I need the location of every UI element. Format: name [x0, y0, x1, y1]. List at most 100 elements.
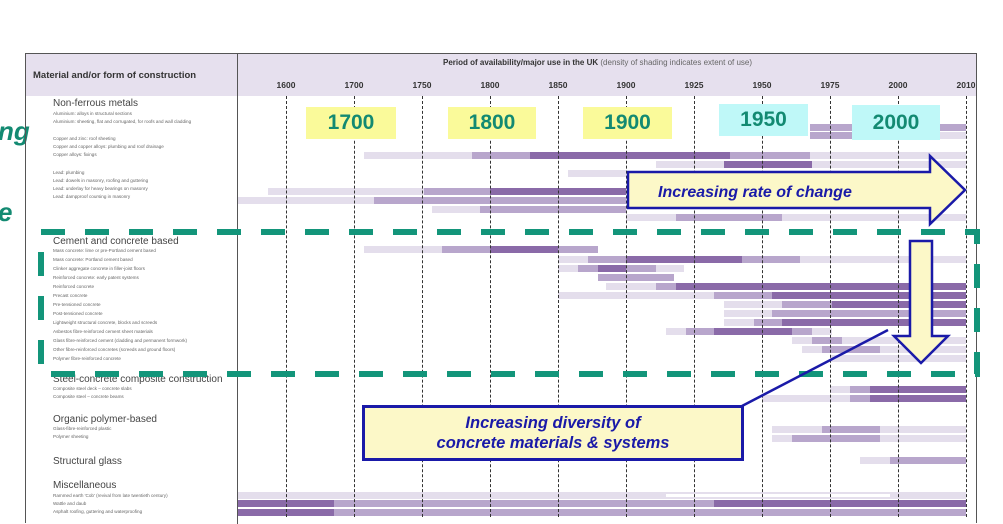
bar — [374, 197, 626, 204]
rate-of-change-label: Increasing rate of change — [658, 184, 852, 201]
bar — [724, 161, 812, 168]
gridline-1900 — [626, 96, 627, 517]
bar — [656, 283, 676, 290]
bar — [800, 256, 966, 263]
side-text-fragment-2: e — [0, 197, 12, 228]
bar — [812, 161, 966, 168]
bar — [860, 457, 890, 464]
bar — [238, 197, 374, 204]
diversity-callout-line2: concrete materials & systems — [436, 434, 670, 452]
item-label: Aluminium: alloys in structural sections — [53, 111, 132, 116]
year-highlight-2000: 2000 — [852, 105, 940, 140]
bar — [870, 395, 966, 402]
tick-1975: 1975 — [820, 80, 840, 90]
year-highlight-1950: 1950 — [719, 104, 808, 136]
gridline-1850 — [558, 96, 559, 517]
rate-of-change-arrow-icon — [626, 153, 967, 227]
column-divider — [237, 54, 238, 524]
bar — [578, 265, 598, 272]
item-label: Reinforced concrete — [53, 284, 95, 289]
bar — [666, 494, 890, 497]
bar — [822, 426, 880, 433]
item-label: Wattle and daub — [53, 501, 87, 506]
bar — [666, 328, 686, 335]
item-label: Aluminium: sheeting, flat and corrugated… — [53, 119, 192, 124]
bar — [782, 319, 966, 326]
item-label: Copper alloys: fixings — [53, 152, 97, 157]
bar — [558, 256, 588, 263]
bar — [656, 265, 684, 272]
year-highlight-1900: 1900 — [583, 107, 672, 139]
item-label: Copper and zinc: roof sheeting — [53, 136, 116, 141]
item-label: Lead: plumbing — [53, 170, 85, 175]
bar — [802, 346, 822, 353]
gridline-1700 — [354, 96, 355, 517]
gridline-1750 — [422, 96, 423, 517]
column-header-material: Material and/or form of construction — [33, 70, 197, 81]
bar — [598, 274, 674, 281]
item-label: Glass fibre-reinforced cement (cladding … — [53, 338, 188, 343]
year-highlight-1800: 1800 — [448, 107, 536, 139]
bar — [730, 152, 810, 159]
year-highlight-1700: 1700 — [306, 107, 396, 139]
bar — [364, 152, 472, 159]
bar — [472, 152, 530, 159]
tick-1925: 1925 — [684, 80, 704, 90]
group-label-structural-glass: Structural glass — [53, 456, 122, 467]
bar — [772, 426, 822, 433]
item-label: Copper and copper alloys: plumbing and r… — [53, 144, 164, 149]
tick-1900: 1900 — [616, 80, 636, 90]
item-label: Lead: dampproof coursing in masonry — [53, 194, 131, 199]
item-label: Lightweight structural concrete, blocks … — [53, 320, 158, 325]
tick-1700: 1700 — [344, 80, 364, 90]
item-label: Polymer sheeting — [53, 434, 89, 439]
bar — [850, 386, 870, 393]
bar — [490, 246, 558, 253]
column-header-period: Period of availability/major use in the … — [443, 58, 752, 67]
bar — [782, 214, 966, 221]
bar — [626, 214, 676, 221]
diversity-callout-line1: Increasing diversity of — [465, 414, 641, 432]
bar — [334, 509, 966, 516]
bar — [940, 124, 966, 131]
item-label: Mass concrete: Portland cement based — [53, 257, 133, 262]
group-label-miscellaneous: Miscellaneous — [53, 480, 117, 491]
item-label: Precast concrete — [53, 293, 88, 298]
bar — [686, 328, 714, 335]
group-label-non-ferrous: Non-ferrous metals — [53, 98, 139, 109]
item-label: Mass concrete: lime or pre-Portland ceme… — [53, 248, 156, 253]
period-title-bold: Period of availability/major use in the … — [443, 58, 599, 67]
bar — [810, 132, 858, 139]
item-label: Clinker aggregate concrete in filler-joi… — [53, 266, 145, 271]
item-label: Asbestos fibre-reinforced cement sheet m… — [53, 329, 153, 334]
bar — [792, 328, 812, 335]
item-label: Glass-fibre-reinforced plastic — [53, 426, 112, 431]
bar — [598, 265, 626, 272]
gridline-1950 — [762, 96, 763, 517]
bar — [626, 256, 742, 263]
item-label: Polymer fibre-reinforced concrete — [53, 356, 121, 361]
bar — [480, 206, 626, 213]
bar — [656, 161, 724, 168]
gridline-1975 — [830, 96, 831, 517]
bar — [890, 457, 966, 464]
gridline-1925 — [694, 96, 695, 517]
bar — [334, 500, 714, 507]
bar — [830, 386, 850, 393]
bar — [880, 435, 966, 442]
item-label: Reinforced concrete: early patent system… — [53, 275, 139, 280]
tick-1750: 1750 — [412, 80, 432, 90]
item-label: Other fibre-reinforced concretes (screed… — [53, 347, 176, 352]
gridline-1800 — [490, 96, 491, 517]
group-label-organic-polymer: Organic polymer-based — [53, 414, 157, 425]
bar — [812, 337, 842, 344]
bar — [772, 435, 792, 442]
group-label-steel-concrete: Steel-concrete composite construction — [53, 374, 223, 385]
bar — [364, 246, 442, 253]
bar — [558, 265, 578, 272]
diversity-down-arrow-icon — [890, 239, 952, 365]
item-label: Lead: underlay for heavy bearings on mas… — [53, 186, 148, 191]
group-label-cement-concrete: Cement and concrete based — [53, 236, 179, 247]
